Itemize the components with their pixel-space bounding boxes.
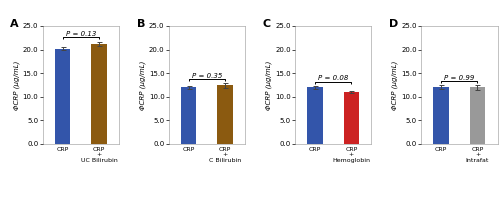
Text: D: D <box>389 19 398 29</box>
Y-axis label: ΦCRP (μg/mL): ΦCRP (μg/mL) <box>266 60 272 110</box>
Text: B: B <box>136 19 145 29</box>
Text: P = 0.99: P = 0.99 <box>444 75 474 81</box>
Bar <box>307 87 322 144</box>
Bar <box>55 49 70 144</box>
Text: P = 0.08: P = 0.08 <box>318 75 348 81</box>
Bar <box>344 92 359 144</box>
Bar <box>470 87 485 144</box>
Y-axis label: ΦCRP (μg/mL): ΦCRP (μg/mL) <box>392 60 398 110</box>
Y-axis label: ΦCRP (μg/mL): ΦCRP (μg/mL) <box>140 60 146 110</box>
Text: P = 0.35: P = 0.35 <box>192 73 222 79</box>
Text: A: A <box>10 19 19 29</box>
Text: P = 0.13: P = 0.13 <box>66 31 96 37</box>
Bar <box>92 44 106 144</box>
Bar <box>181 87 196 144</box>
Bar <box>434 87 448 144</box>
Y-axis label: ΦCRP (μg/mL): ΦCRP (μg/mL) <box>14 60 20 110</box>
Bar <box>218 85 233 144</box>
Text: C: C <box>262 19 271 29</box>
